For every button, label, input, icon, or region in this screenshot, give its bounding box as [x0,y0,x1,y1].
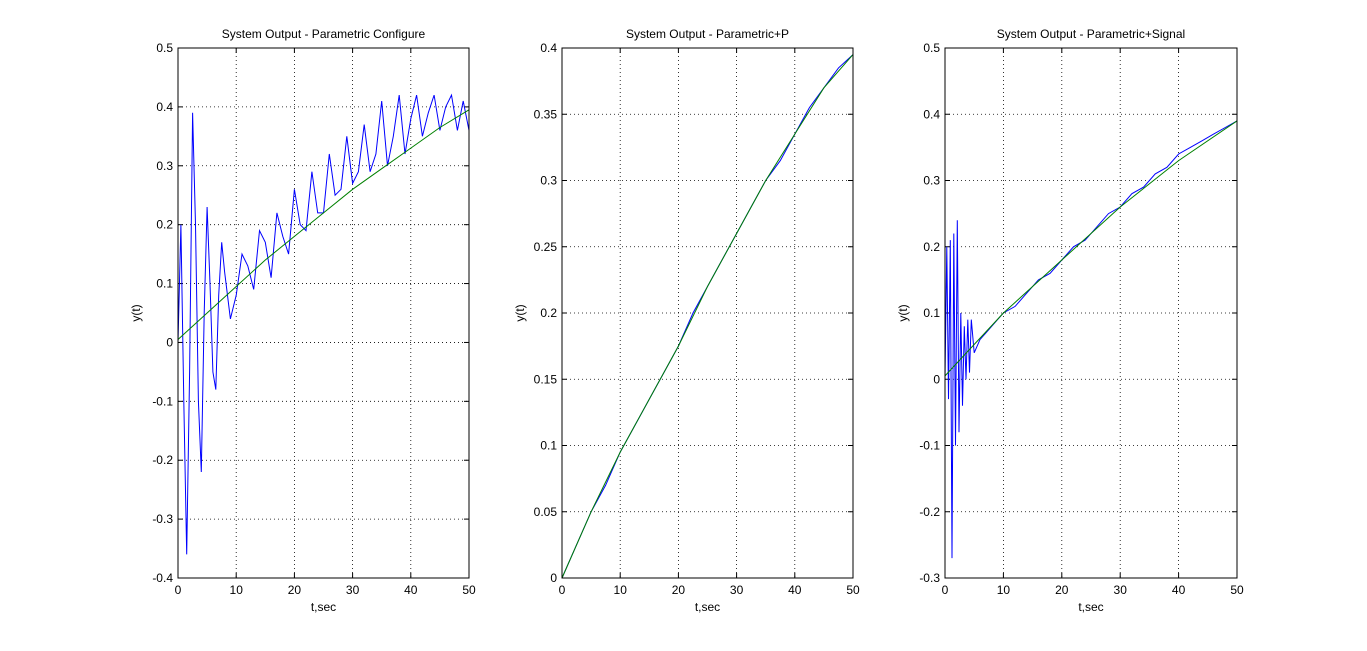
x-tick-label: 40 [1172,583,1186,597]
series-line-2 [944,120,1238,377]
x-tick-label: 10 [997,583,1011,597]
subplot-2: 0 10 20 30 40 50 0 0.05 0.1 0.15 0.2 0.25 0.3 0.35 0.4… [513,27,860,614]
subplot-3: 0 10 20 30 40 50 -0.3 -0.2 -0.1 0 0.1 0.2 0.3 0.4 0.5 S… [896,27,1244,614]
x-tick-label: 30 [1114,583,1128,597]
chart-title: System Output - Parametric Configure [222,27,426,41]
series-line-2 [177,109,470,340]
plot-area [178,48,469,578]
y-tick-label: 0 [550,571,557,585]
x-tick-label: 40 [404,583,418,597]
x-tick-label: 20 [1055,583,1069,597]
y-tick-label: 0 [166,335,173,349]
x-tick-label: 50 [846,583,860,597]
plot-area [562,48,853,578]
y-tick-label: 0.5 [923,41,940,55]
y-tick-label: 0.1 [540,439,557,453]
x-tick-label: 50 [462,583,476,597]
x-axis-label: t,sec [695,600,720,614]
x-tick-label: 40 [788,583,802,597]
y-axis-label: y(t) [896,304,910,321]
y-tick-label: 0.3 [156,159,173,173]
chart-title: System Output - Parametric+Signal [997,27,1185,41]
y-tick-label: 0.25 [534,240,558,254]
x-tick-label: 0 [175,583,182,597]
y-tick-label: -0.1 [919,439,940,453]
y-tick-label: -0.2 [152,453,173,467]
y-tick-label: 0.3 [923,174,940,188]
series-line-2 [561,54,854,579]
y-tick-label: -0.3 [919,571,940,585]
y-tick-label: 0.35 [534,107,558,121]
axes-frame [944,47,1238,579]
y-tick-label: 0.4 [923,107,940,121]
y-tick-label: 0.1 [923,306,940,320]
y-tick-label: 0.4 [540,41,557,55]
axes-frame [561,47,854,579]
y-tick-label: 0.05 [534,505,558,519]
y-axis-label: y(t) [129,304,143,321]
subplot-1: 0 10 20 30 40 50 -0.4 -0.3 -0.2 -0.1 0 0.1 0.2 0.3 0.4… [129,27,476,614]
x-tick-label: 50 [1230,583,1244,597]
y-tick-label: 0.2 [923,240,940,254]
y-tick-label: -0.2 [919,505,940,519]
y-tick-label: 0.3 [540,174,557,188]
x-tick-label: 30 [730,583,744,597]
series-line-1 [177,93,470,555]
y-axis-label: y(t) [513,304,527,321]
y-tick-label: 0.15 [534,372,558,386]
y-tick-label: -0.4 [152,571,173,585]
y-tick-label: 0.1 [156,277,173,291]
x-tick-label: 20 [672,583,686,597]
y-tick-label: 0 [933,372,940,386]
x-tick-label: 0 [559,583,566,597]
x-tick-label: 10 [614,583,628,597]
x-axis-label: t,sec [311,600,336,614]
x-tick-label: 10 [230,583,244,597]
y-tick-label: 0.4 [156,100,173,114]
y-tick-label: 0.5 [156,41,173,55]
x-axis-label: t,sec [1078,600,1103,614]
y-tick-label: -0.3 [152,512,173,526]
x-tick-label: 20 [288,583,302,597]
x-tick-label: 30 [346,583,360,597]
y-tick-label: -0.1 [152,394,173,408]
chart-title: System Output - Parametric+P [626,27,789,41]
y-tick-label: 0.2 [156,218,173,232]
y-tick-label: 0.2 [540,306,557,320]
axes-frame [177,47,470,579]
x-tick-label: 0 [942,583,949,597]
